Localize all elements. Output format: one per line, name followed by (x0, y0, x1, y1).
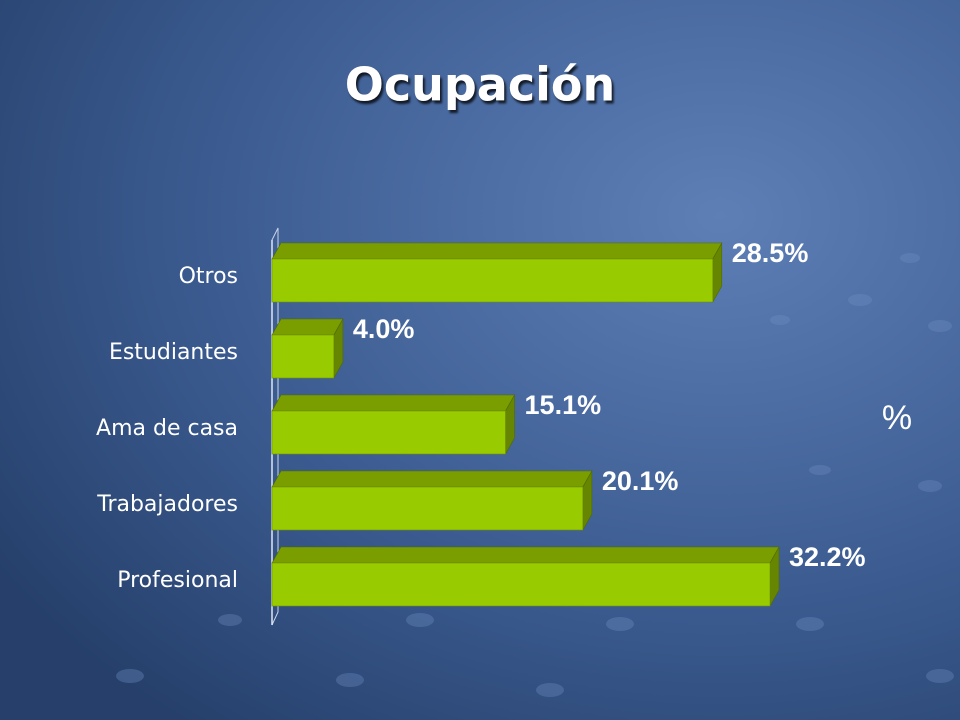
chart-title: Ocupación (345, 58, 615, 112)
bar (271, 258, 714, 303)
bar (271, 486, 584, 531)
bar (271, 562, 771, 607)
category-label: Profesional (117, 568, 238, 593)
category-label: Otros (179, 264, 238, 289)
bar-top (271, 242, 723, 260)
bar-top (271, 318, 344, 336)
value-label: 15.1% (525, 390, 602, 420)
value-label: 28.5% (732, 238, 809, 268)
category-label: Trabajadores (96, 492, 238, 517)
bar (271, 410, 506, 455)
background-dots (116, 253, 954, 697)
value-label: 20.1% (602, 466, 679, 496)
bar-top (271, 546, 780, 564)
bar (271, 334, 335, 379)
x-axis-label: % (882, 399, 912, 437)
bar-top (271, 470, 593, 488)
bar-top (271, 394, 516, 412)
value-label: 4.0% (353, 314, 415, 344)
category-label: Estudiantes (109, 340, 238, 365)
value-label: 32.2% (789, 542, 866, 572)
category-label: Ama de casa (96, 416, 238, 441)
